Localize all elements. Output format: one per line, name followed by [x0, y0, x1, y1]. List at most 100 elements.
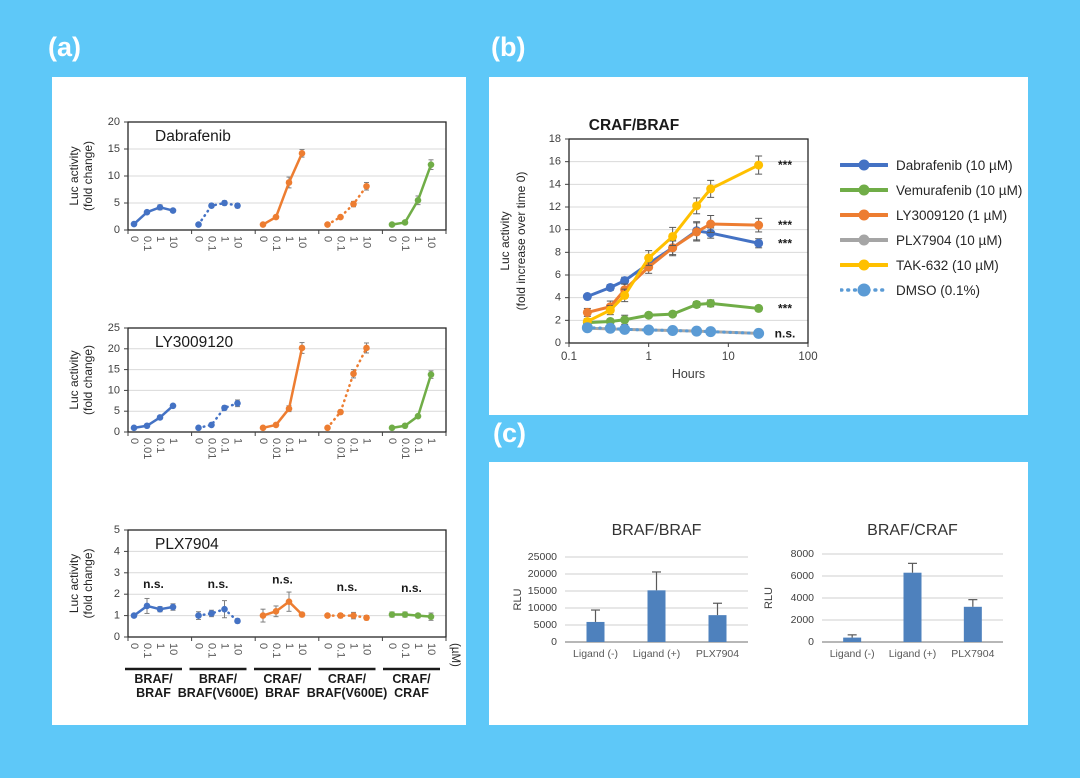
- svg-text:0.1: 0.1: [399, 643, 411, 658]
- svg-text:0.1: 0.1: [270, 236, 282, 251]
- svg-text:Dabrafenib: Dabrafenib: [155, 128, 231, 145]
- svg-text:14: 14: [549, 178, 561, 190]
- legend-swatch-tak632-icon: [840, 259, 888, 271]
- svg-text:BRAF: BRAF: [265, 686, 300, 700]
- svg-text:(µM): (µM): [449, 643, 461, 667]
- svg-text:n.s.: n.s.: [143, 577, 164, 591]
- svg-text:1: 1: [232, 438, 244, 444]
- svg-text:10: 10: [361, 643, 373, 655]
- svg-text:0.1: 0.1: [141, 236, 153, 251]
- svg-text:10: 10: [296, 643, 308, 655]
- svg-text:0: 0: [128, 643, 140, 649]
- svg-text:0.01: 0.01: [335, 438, 347, 459]
- svg-text:10: 10: [108, 384, 120, 396]
- svg-text:100: 100: [798, 351, 817, 363]
- svg-text:20: 20: [108, 116, 120, 128]
- legend-item-dmso: DMSO (0.1%): [840, 282, 1022, 298]
- svg-text:n.s.: n.s.: [775, 326, 796, 340]
- svg-text:Luc activity: Luc activity: [67, 146, 81, 205]
- svg-text:0: 0: [257, 643, 269, 649]
- svg-text:0: 0: [386, 438, 398, 444]
- svg-text:0: 0: [114, 224, 120, 236]
- svg-text:0: 0: [551, 636, 557, 648]
- svg-text:(fold change): (fold change): [81, 548, 95, 618]
- svg-text:1: 1: [219, 236, 231, 242]
- svg-text:1: 1: [154, 643, 166, 649]
- svg-text:BRAF/BRAF: BRAF/BRAF: [612, 522, 702, 539]
- panel-a: 0 5 10 15 20 Dabrafenib Luc activity (fold chan…: [52, 77, 466, 725]
- svg-text:BRAF(V600E): BRAF(V600E): [307, 686, 388, 700]
- svg-text:0.1: 0.1: [412, 438, 424, 453]
- legend-item-ly3009120: LY3009120 (1 µM): [840, 207, 1022, 223]
- svg-text:0.1: 0.1: [219, 438, 231, 453]
- svg-text:Ligand (+): Ligand (+): [889, 648, 937, 660]
- svg-text:1: 1: [154, 236, 166, 242]
- panel-b-chart: 0 2 4 6 8 10 12 14 16 18 CRAF/BRAF Luc activity (fol…: [498, 117, 818, 381]
- svg-text:0.1: 0.1: [206, 643, 218, 658]
- svg-text:2: 2: [555, 314, 561, 326]
- svg-text:18: 18: [549, 133, 561, 145]
- svg-text:5: 5: [114, 405, 120, 417]
- svg-text:0.01: 0.01: [206, 438, 218, 459]
- svg-text:0.1: 0.1: [154, 438, 166, 453]
- svg-text:0: 0: [322, 643, 334, 649]
- svg-text:***: ***: [778, 218, 792, 232]
- svg-text:0: 0: [555, 337, 561, 349]
- svg-text:0: 0: [128, 236, 140, 242]
- svg-text:***: ***: [778, 236, 792, 250]
- panel-c-label: (c): [493, 418, 526, 448]
- svg-text:0: 0: [114, 631, 120, 643]
- svg-text:1: 1: [645, 351, 651, 363]
- svg-text:8: 8: [555, 246, 561, 258]
- svg-text:0: 0: [193, 438, 205, 444]
- legend-item-vemurafenib: Vemurafenib (10 µM): [840, 182, 1022, 198]
- svg-text:BRAF: BRAF: [136, 686, 171, 700]
- svg-text:2: 2: [114, 588, 120, 600]
- svg-text:5: 5: [114, 197, 120, 209]
- svg-text:12: 12: [549, 201, 561, 213]
- svg-text:5000: 5000: [534, 619, 558, 631]
- svg-text:Ligand (+): Ligand (+): [633, 648, 681, 660]
- svg-text:1: 1: [348, 236, 360, 242]
- svg-text:3: 3: [114, 567, 120, 579]
- svg-text:10: 10: [232, 236, 244, 248]
- svg-text:0: 0: [257, 236, 269, 242]
- panel-a-label: (a): [48, 32, 81, 62]
- legend-label: Dabrafenib (10 µM): [896, 157, 1013, 173]
- legend-label: PLX7904 (10 µM): [896, 232, 1003, 248]
- svg-text:1: 1: [412, 236, 424, 242]
- svg-text:CRAF/: CRAF/: [263, 672, 302, 686]
- svg-text:PLX7904: PLX7904: [696, 648, 739, 660]
- svg-text:***: ***: [778, 158, 792, 172]
- svg-text:15: 15: [108, 143, 120, 155]
- svg-text:0.01: 0.01: [399, 438, 411, 459]
- svg-text:1: 1: [361, 438, 373, 444]
- svg-text:2000: 2000: [791, 614, 815, 626]
- svg-text:10: 10: [549, 224, 561, 236]
- svg-text:n.s.: n.s.: [337, 580, 358, 594]
- svg-text:RLU: RLU: [512, 588, 524, 610]
- svg-text:10000: 10000: [528, 602, 557, 614]
- svg-text:5: 5: [114, 524, 120, 536]
- svg-text:BRAF(V600E): BRAF(V600E): [178, 686, 259, 700]
- svg-text:0.01: 0.01: [270, 438, 282, 459]
- svg-text:0: 0: [808, 636, 814, 648]
- svg-text:1: 1: [167, 438, 179, 444]
- svg-text:6: 6: [555, 269, 561, 281]
- svg-text:25000: 25000: [528, 551, 557, 563]
- svg-text:0.1: 0.1: [348, 438, 360, 453]
- legend-swatch-ly3009120-icon: [840, 209, 888, 221]
- svg-text:BRAF/: BRAF/: [134, 672, 173, 686]
- svg-text:(fold change): (fold change): [81, 141, 95, 211]
- svg-text:15: 15: [108, 364, 120, 376]
- svg-text:10: 10: [296, 236, 308, 248]
- svg-text:Hours: Hours: [672, 367, 705, 381]
- svg-text:Ligand (-): Ligand (-): [573, 648, 618, 660]
- svg-text:LY3009120: LY3009120: [155, 334, 234, 351]
- svg-text:0.1: 0.1: [270, 643, 282, 658]
- svg-text:Luc activity: Luc activity: [498, 211, 512, 270]
- svg-text:1: 1: [412, 643, 424, 649]
- svg-text:0.1: 0.1: [206, 236, 218, 251]
- svg-text:0.1: 0.1: [335, 643, 347, 658]
- svg-text:10: 10: [232, 643, 244, 655]
